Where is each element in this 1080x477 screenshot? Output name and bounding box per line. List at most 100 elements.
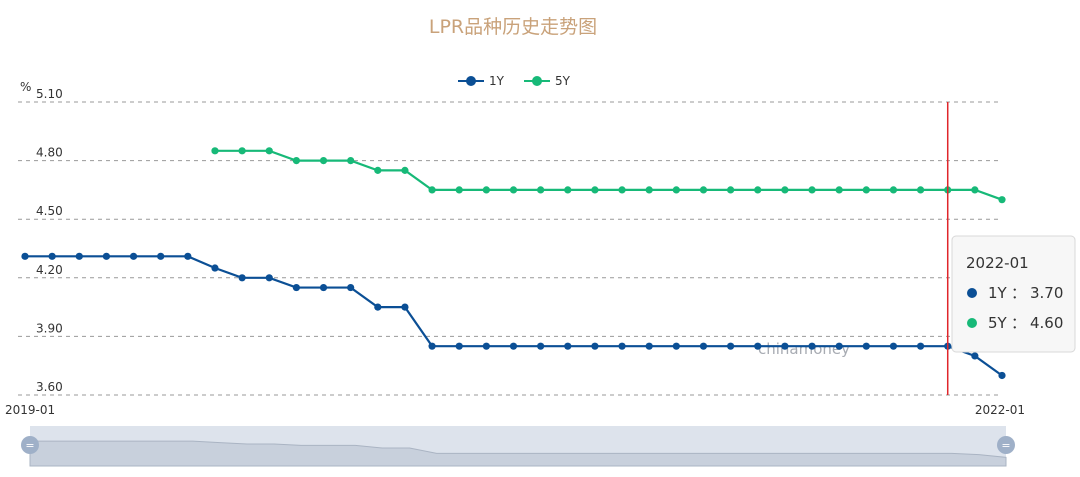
data-point (591, 186, 599, 194)
data-point (21, 252, 29, 260)
data-point (455, 342, 463, 350)
data-point (672, 342, 680, 350)
data-point (75, 252, 83, 260)
data-point (672, 186, 680, 194)
series-group (21, 147, 1006, 380)
data-point (238, 147, 246, 155)
y-tick-label: 3.90 (36, 321, 63, 335)
data-zoom-end-handle[interactable]: = (997, 436, 1015, 454)
data-point (157, 252, 165, 260)
data-point (292, 157, 300, 165)
watermark: chinamoney (758, 340, 850, 358)
data-point (889, 186, 898, 194)
data-point (428, 342, 436, 350)
legend-marker (532, 76, 542, 86)
tooltip-separator: ： (1011, 284, 1026, 302)
data-point (482, 342, 490, 350)
data-point (808, 186, 816, 194)
chart-title: LPR品种历史走势图 (429, 16, 597, 38)
data-point (754, 186, 762, 194)
data-point (374, 303, 382, 311)
data-zoom-slider[interactable]: = = (21, 426, 1015, 467)
data-point (971, 352, 979, 360)
y-axis-unit: % (20, 80, 31, 94)
data-point (211, 147, 219, 155)
data-point (265, 274, 273, 282)
data-point (129, 252, 138, 260)
data-point (428, 186, 436, 194)
data-point (862, 342, 870, 350)
data-point (401, 303, 409, 311)
series-5y (211, 147, 1006, 204)
tooltip-marker (967, 318, 977, 328)
x-axis-end-label: 2022-01 (975, 403, 1025, 417)
data-point (971, 186, 979, 194)
tooltip-series-name: 5Y (988, 314, 1008, 332)
data-point (537, 342, 545, 350)
tooltip-separator: ： (1011, 314, 1026, 332)
handle-knob (21, 436, 39, 454)
data-point (699, 342, 708, 350)
data-point (998, 371, 1006, 380)
data-point (509, 342, 518, 350)
legend-marker (466, 76, 476, 86)
data-point (835, 186, 843, 194)
data-point (564, 186, 572, 194)
legend-item-1y[interactable]: 1Y (458, 74, 505, 88)
y-tick-label: 4.50 (36, 204, 63, 218)
data-point (618, 186, 626, 194)
data-point (645, 342, 653, 350)
data-point (184, 252, 192, 260)
data-point (591, 342, 599, 350)
data-point (319, 283, 328, 292)
series-line-5y (214, 149, 1003, 201)
data-point (265, 147, 273, 155)
data-point (401, 166, 409, 174)
legend-item-5y[interactable]: 5Y (524, 74, 571, 88)
data-point (781, 186, 789, 194)
data-point (645, 186, 653, 194)
data-point (482, 186, 490, 194)
y-tick-label: 3.60 (36, 380, 63, 394)
data-point (564, 342, 572, 350)
data-point (211, 264, 219, 272)
x-axis-start-label: 2019-01 (5, 403, 55, 417)
data-point (347, 157, 355, 165)
data-point (862, 186, 870, 194)
data-point (238, 274, 246, 282)
data-point (916, 186, 925, 194)
handle-knob (997, 436, 1015, 454)
grid-lines (18, 101, 1002, 396)
data-point (347, 283, 355, 292)
y-tick-label: 4.80 (36, 146, 63, 160)
tooltip-marker (967, 288, 977, 298)
handle-grip-icon: = (25, 439, 34, 452)
tooltip: 2022-01 1Y： 3.70 5Y： 4.60 (951, 235, 1076, 353)
tooltip-value: 3.70 (1030, 284, 1063, 302)
data-point (998, 196, 1006, 204)
data-point (727, 186, 735, 194)
tooltip-series-name: 1Y (988, 284, 1008, 302)
data-point (699, 186, 708, 194)
data-point (618, 342, 626, 350)
data-point (509, 186, 518, 194)
y-axis-ticks: 5.10 4.80 4.50 4.20 3.90 3.60 (36, 87, 63, 394)
data-point (455, 186, 463, 194)
tooltip-row-1y: 1Y： 3.70 (967, 284, 1063, 302)
data-zoom-start-handle[interactable]: = (21, 436, 39, 454)
data-point (727, 342, 735, 350)
data-point (319, 157, 328, 165)
tooltip-row-5y: 5Y： 4.60 (967, 314, 1063, 332)
legend-label: 5Y (555, 74, 571, 88)
y-tick-label: 5.10 (36, 87, 63, 101)
chart-legend[interactable]: 1Y 5Y (458, 74, 571, 88)
data-point (916, 342, 925, 350)
data-point (889, 342, 898, 350)
data-point (808, 342, 816, 350)
y-tick-label: 4.20 (36, 263, 63, 277)
tooltip-title: 2022-01 (966, 254, 1029, 272)
handle-grip-icon: = (1001, 439, 1010, 452)
data-point (781, 342, 789, 350)
legend-label: 1Y (489, 74, 505, 88)
